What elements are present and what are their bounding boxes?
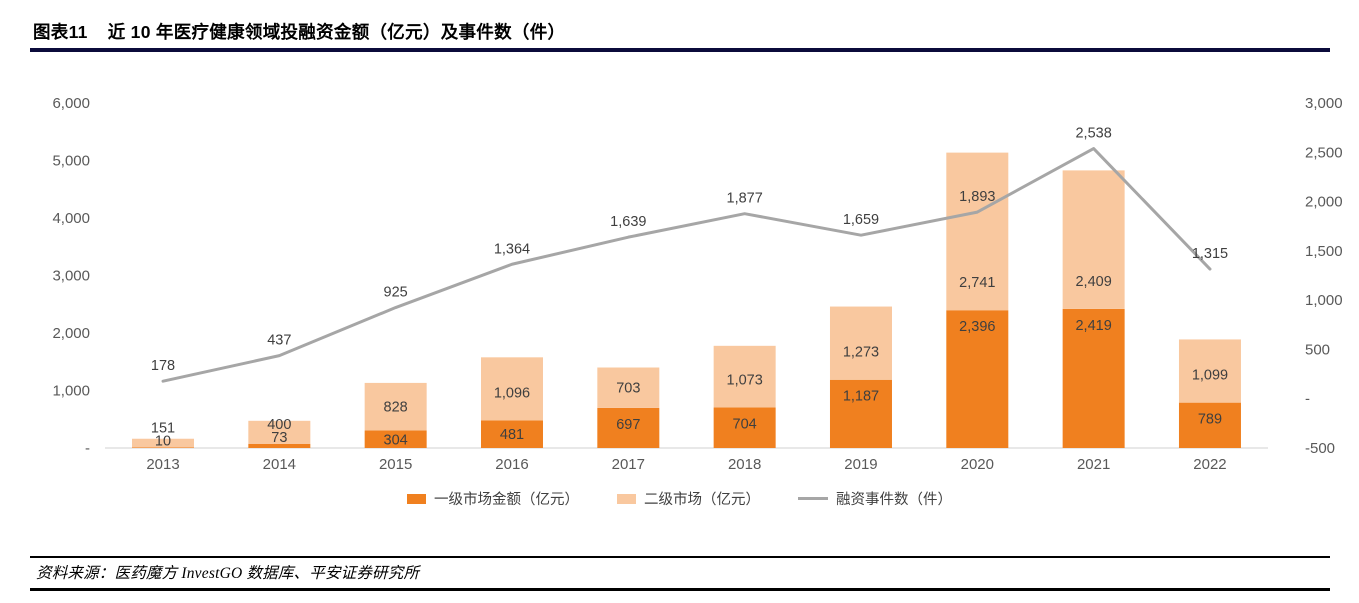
bar-segment-primary-market: [480, 420, 543, 448]
secondary-market-value-label: 2,741: [959, 275, 995, 291]
left-axis-tick-label: 5,000: [52, 153, 90, 170]
x-axis-category-label: 2021: [1077, 456, 1110, 473]
x-axis-category-label: 2017: [612, 456, 645, 473]
events-count-value-label: 1,639: [610, 214, 646, 230]
chart-area: 6,000 5,000 4,000 3,000 2,000 1,000 - 3,000 2,50…: [52, 95, 1343, 473]
legend-item-secondary-market: 二级市场（亿元）: [617, 488, 760, 509]
secondary-market-value-label: 400: [267, 417, 291, 433]
bar-segment-secondary-market: [1178, 339, 1241, 403]
legend-item-primary-market: 一级市场金额（亿元）: [407, 488, 579, 509]
chart-legend: 一级市场金额（亿元） 二级市场（亿元） 融资事件数（件）: [0, 488, 1359, 509]
secondary-market-value-label: 2,409: [1075, 274, 1111, 290]
x-axis-category-label: 2020: [961, 456, 994, 473]
events-count-value-label: 1,659: [843, 212, 879, 228]
left-axis-tick-label: 3,000: [52, 268, 90, 285]
bar-segment-secondary-market: [829, 306, 892, 380]
source-divider-top: [30, 556, 1330, 558]
bar-segment-secondary-market: [132, 438, 194, 448]
primary-market-value-label: 704: [733, 417, 757, 433]
events-count-value-label: 178: [151, 358, 175, 374]
left-axis-tick-label: 4,000: [52, 210, 90, 227]
events-count-value-label: 1,315: [1192, 246, 1228, 262]
primary-market-value-label: 10: [155, 433, 171, 449]
secondary-market-value-label: 151: [151, 420, 175, 436]
legend-label-events-line: 融资事件数（件）: [836, 492, 952, 508]
bar-segment-primary-market: [248, 443, 311, 448]
secondary-market-value-label: 703: [616, 381, 640, 397]
primary-market-value-label: 2,419: [1075, 318, 1111, 334]
x-axis-category-label: 2014: [263, 456, 296, 473]
bar-segment-primary-market: [946, 310, 1009, 448]
right-axis-tick-label: 2,000: [1305, 194, 1343, 211]
primary-market-value-label: 789: [1198, 412, 1222, 428]
bar-segment-secondary-market: [1062, 170, 1125, 309]
x-axis-category-label: 2019: [844, 456, 877, 473]
bar-segment-primary-market: [597, 407, 660, 448]
left-axis-tick-label: 2,000: [52, 325, 90, 342]
bar-segment-primary-market: [132, 447, 194, 448]
bar-segment-secondary-market: [597, 367, 660, 408]
right-axis-tick-label: 1,000: [1305, 292, 1343, 309]
right-axis-tick-label: 1,500: [1305, 243, 1343, 260]
events-count-value-label: 437: [267, 333, 291, 349]
events-count-line: [161, 147, 1212, 383]
bar-segment-secondary-market: [480, 357, 543, 421]
secondary-market-value-label: 828: [384, 400, 408, 416]
primary-market-value-label: 304: [384, 432, 408, 448]
legend-item-events-line: 融资事件数（件）: [798, 488, 952, 509]
right-axis-tick-label: 2,500: [1305, 144, 1343, 161]
bar-segment-primary-market: [1062, 308, 1125, 448]
events-count-value-label: 1,877: [727, 191, 763, 207]
bar-segment-secondary-market: [248, 420, 311, 444]
source-divider-bottom: [30, 588, 1330, 591]
bar-segment-primary-market: [713, 407, 776, 448]
bar-segment-secondary-market: [713, 345, 776, 408]
title-rule: [30, 48, 1330, 52]
primary-market-value-label: 73: [271, 430, 287, 446]
bar-segment-secondary-market: [364, 382, 427, 431]
bar-segment-secondary-market: [946, 152, 1009, 311]
events-count-value-label: 2,538: [1075, 126, 1111, 142]
legend-label-primary-market: 一级市场金额（亿元）: [434, 492, 579, 508]
legend-swatch-primary-market: [407, 493, 426, 504]
combo-chart: 6,000 5,000 4,000 3,000 2,000 1,000 - 3,000 2,50…: [52, 95, 1343, 473]
bar-segment-primary-market: [364, 430, 427, 448]
primary-market-value-label: 1,187: [843, 389, 879, 405]
x-axis-category-label: 2015: [379, 456, 412, 473]
x-axis-category-label: 2018: [728, 456, 761, 473]
events-count-value-label: 925: [384, 285, 408, 301]
legend-swatch-secondary-market: [617, 493, 636, 504]
secondary-market-value-label: 1,099: [1192, 368, 1228, 384]
figure-title: 近 10 年医疗健康领域投融资金额（亿元）及事件数（件）: [107, 22, 566, 42]
bar-segment-primary-market: [829, 379, 892, 448]
source-text: 资料来源：医药魔方 InvestGO 数据库、平安证券研究所: [36, 565, 420, 582]
figure-label: 图表11: [33, 22, 88, 42]
secondary-market-value-label: 1,096: [494, 385, 530, 401]
left-axis-tick-label: 1,000: [52, 383, 90, 400]
primary-market-value-label: 481: [500, 427, 524, 443]
x-axis-category-label: 2013: [146, 456, 179, 473]
events-count-value-label: 1,364: [494, 241, 530, 257]
figure-header: 图表11 近 10 年医疗健康领域投融资金额（亿元）及事件数（件）: [33, 19, 565, 44]
bar-segment-primary-market: [1178, 402, 1241, 448]
right-axis-tick-label: -: [1305, 391, 1310, 408]
left-axis-tick-label: 6,000: [52, 95, 90, 112]
legend-label-secondary-market: 二级市场（亿元）: [644, 492, 760, 508]
right-axis-tick-label: 500: [1305, 341, 1330, 358]
right-axis-tick-label: -500: [1305, 440, 1335, 457]
legend-swatch-events-line: [798, 497, 828, 500]
events-count-value-label: 1,893: [959, 189, 995, 205]
primary-market-value-label: 697: [616, 417, 640, 433]
secondary-market-value-label: 1,273: [843, 345, 879, 361]
x-axis-category-label: 2016: [495, 456, 528, 473]
right-axis-tick-label: 3,000: [1305, 95, 1343, 112]
left-axis-tick-label: -: [85, 440, 90, 457]
primary-market-value-label: 2,396: [959, 319, 995, 335]
x-axis-category-label: 2022: [1193, 456, 1226, 473]
source-note: 资料来源：医药魔方 InvestGO 数据库、平安证券研究所: [36, 561, 419, 583]
secondary-market-value-label: 1,073: [727, 373, 763, 389]
